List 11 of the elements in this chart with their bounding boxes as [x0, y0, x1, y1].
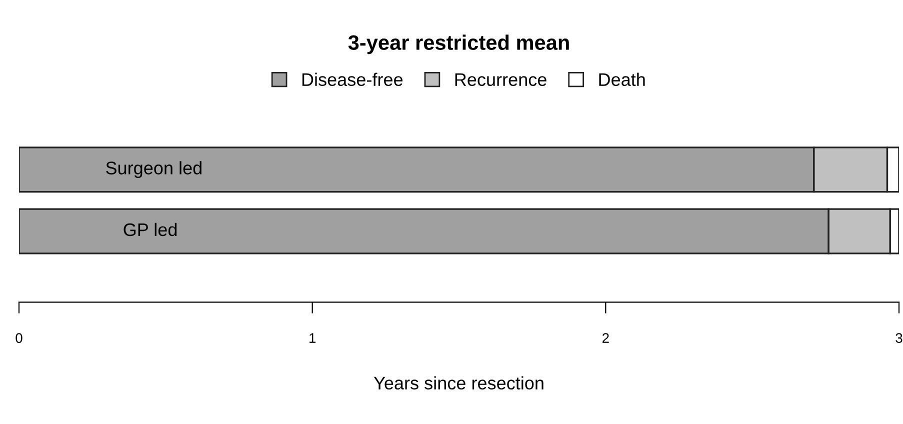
legend-label: Recurrence: [455, 73, 546, 86]
x-tick-label: 1: [310, 333, 316, 343]
y-tick-label: Surgeon led: [106, 161, 202, 178]
legend-label: Death: [599, 72, 645, 86]
legend-label: Disease-free: [302, 72, 403, 86]
y-tick-label: GP led: [124, 222, 177, 236]
x-axis-title: Years since resection: [374, 376, 544, 390]
chart-title: 3-year restricted mean: [348, 34, 569, 54]
x-tick-label: 2: [602, 333, 609, 343]
x-tick-label: 3: [896, 333, 902, 343]
x-tick-label: 0: [16, 333, 22, 343]
